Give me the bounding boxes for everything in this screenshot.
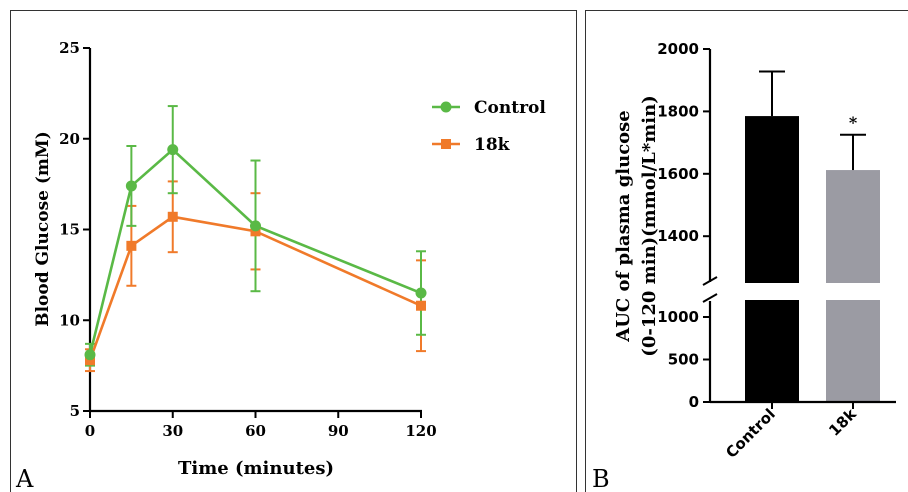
y-tick-label: 5 [70,402,80,420]
data-point [126,240,137,251]
panel-b-chart: * Control 18k 1400 1600 1800 2000 0 500 1000 AUC… [592,40,896,492]
y-tick-label: 500 [668,351,699,369]
panel-a-tick-labels: 5 10 15 20 25 0 30 60 90 120 [59,39,437,440]
y-tick-label: 10 [59,311,80,329]
panel-a-x-axis-label: Time (minutes) [178,458,334,479]
x-tick-label: 90 [328,422,349,440]
bar-upper-18k [826,170,880,283]
axis-break-mark [702,276,718,286]
y-tick-label: 25 [59,39,80,57]
y-tick-label: 20 [59,130,80,148]
significance-mark: * [849,113,858,132]
panel-a-series [84,105,427,373]
data-point [125,180,137,192]
y-tick-label: 1000 [657,308,699,326]
legend-marker [440,101,452,113]
panel-b-y-axis-label-line1: AUC of plasma glucose [613,110,634,343]
panel-b-bars: * [745,70,880,402]
axis-break-mark [702,293,718,303]
x-category-label: 18k [825,404,860,439]
y-tick-label: 1400 [657,227,699,245]
x-tick-label: 30 [162,422,183,440]
panel-a-y-axis-label: Blood Glucose (mM) [33,131,53,327]
bar-lower-18k [826,300,880,402]
bar-upper-control [745,116,799,283]
x-tick-label: 120 [405,422,436,440]
panel-b-frame [585,10,908,492]
y-tick-label: 15 [59,221,80,239]
data-point [167,144,179,156]
panel-b-axes [702,48,896,409]
legend-marker [441,139,451,149]
legend-label: Control [474,98,546,118]
data-point [167,211,178,222]
data-point [84,349,96,361]
panel-a-legend: Control 18k [432,98,546,155]
x-tick-label: 0 [85,422,95,440]
y-tick-label: 1600 [657,165,699,183]
y-tick-label: 2000 [657,40,699,58]
panel-a-letter: A [15,465,34,492]
data-point [250,220,261,232]
y-tick-label: 1800 [657,102,699,120]
panel-b-y-axis-label-line2: (0-120 min)(mmol/L*min) [639,95,660,356]
legend-label: 18k [474,135,511,155]
bar-lower-control [745,300,799,402]
x-category-label: Control [722,405,779,462]
x-tick-label: 60 [245,422,266,440]
panel-a-frame [10,10,577,492]
data-point [415,287,427,299]
data-point [416,300,426,311]
panel-b-letter: B [592,465,610,492]
panel-a-chart: 5 10 15 20 25 0 30 60 90 120 Time (minutes) Blood… [15,39,546,492]
y-tick-label: 0 [689,393,699,411]
